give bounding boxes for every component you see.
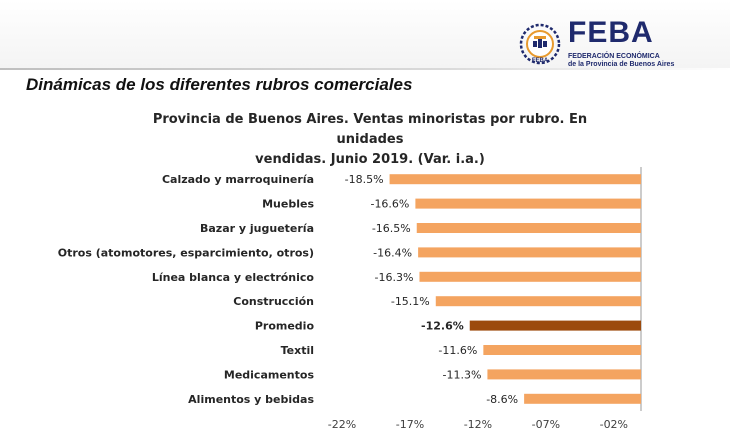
category-label: Textil: [281, 344, 314, 357]
bar: [416, 223, 641, 233]
bar: [524, 393, 641, 404]
category-label: Calzado y marroquinería: [162, 173, 314, 186]
bar: [469, 320, 641, 331]
x-tick-label: -17%: [396, 418, 424, 431]
category-label: Medicamentos: [224, 368, 315, 381]
data-label: -16.5%: [372, 222, 411, 235]
data-label: -16.3%: [375, 271, 414, 284]
logo-subtitle-line2: de la Provincia de Buenos Aires: [568, 61, 675, 68]
x-tick-label: -07%: [532, 418, 560, 431]
data-label: -18.5%: [345, 173, 384, 186]
bar: [487, 369, 641, 380]
feba-emblem-icon: FEBA: [519, 23, 561, 65]
data-label: -16.4%: [373, 246, 412, 259]
category-label: Construcción: [233, 295, 314, 308]
chart-title: Provincia de Buenos Aires. Ventas minori…: [120, 110, 620, 170]
logo-wordmark: FEBA: [568, 16, 654, 49]
data-label: -12.6%: [421, 320, 464, 333]
emblem-text: FEBA: [532, 58, 549, 64]
category-label: Línea blanca y electrónico: [152, 271, 315, 284]
section-title: Dinámicas de los diferentes rubros comer…: [26, 75, 413, 94]
chart-title-line1: Provincia de Buenos Aires. Ventas minori…: [152, 112, 588, 147]
category-label: Bazar y juguetería: [200, 222, 314, 235]
bar: [415, 198, 641, 209]
x-tick-label: -22%: [328, 418, 356, 431]
data-label: -11.6%: [438, 344, 477, 357]
logo-subtitle-line1: FEDERACIÓN ECONÓMICA: [568, 53, 660, 60]
bar: [389, 174, 641, 185]
data-label: -8.6%: [486, 393, 518, 406]
bar: [435, 296, 641, 307]
x-tick-label: -12%: [464, 418, 492, 431]
chart-title-line2: vendidas. Junio 2019. (Var. i.a.): [255, 152, 485, 167]
bar: [419, 271, 641, 282]
header-band: [0, 0, 730, 68]
category-label: Muebles: [262, 198, 314, 211]
data-label: -16.6%: [370, 198, 409, 211]
header-divider: [0, 68, 730, 70]
data-label: -11.3%: [443, 368, 482, 381]
data-label: -15.1%: [391, 295, 430, 308]
category-label: Promedio: [255, 320, 315, 333]
feba-logo: FEBA FEBA FEDERACIÓN ECONÓMICA de la Pro…: [518, 16, 718, 70]
bar: [483, 345, 641, 355]
bar: [418, 247, 641, 258]
category-label: Otros (atomotores, esparcimiento, otros): [58, 246, 314, 259]
category-label: Alimentos y bebidas: [188, 393, 314, 406]
x-tick-label: -02%: [600, 418, 628, 431]
